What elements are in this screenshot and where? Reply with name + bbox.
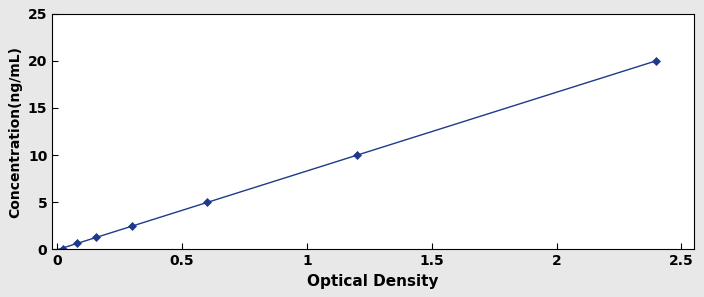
X-axis label: Optical Density: Optical Density xyxy=(308,274,439,289)
Y-axis label: Concentration(ng/mL): Concentration(ng/mL) xyxy=(8,45,23,217)
